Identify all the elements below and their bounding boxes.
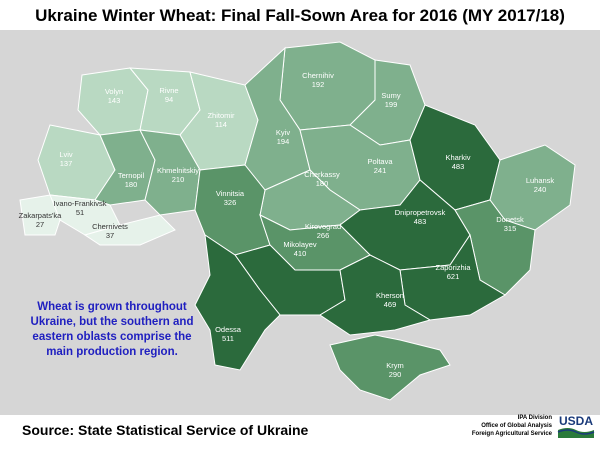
label-khmelnitskiy: Khmelnitskiy 210 [157,166,199,184]
label-dnipropetrovsk: Dnipropetrovsk 483 [395,208,446,226]
oblast-chernivets[interactable] [83,214,176,246]
label-mikolayev: Mikolayev 410 [283,240,317,258]
label-odessa: Odessa 511 [215,325,242,343]
oblast-labels: Volyn 143 Rivne 94 Zhitomir 114 Chernihiv 19… [19,71,555,379]
oblast-zakarpatska[interactable] [19,194,61,236]
credit-line-1: IPA Division [517,415,552,421]
label-zhitomir: Zhitomir 114 [207,111,235,129]
credit-line-3: Foreign Agricultural Service [471,431,552,437]
label-zakarpatska: Zakarpats'ka 27 [19,211,63,229]
oblast-kherson[interactable] [319,254,432,336]
label-cherkassy: Cherkassy 180 [304,170,340,188]
label-krym: Krym 290 [386,361,404,379]
map-note: Wheat is grown throughout Ukraine, but t… [30,301,194,358]
map-title: Ukraine Winter Wheat: Final Fall-Sown Ar… [35,6,565,25]
credit-line-2: Office of Global Analysis [481,423,552,429]
label-kirovograd: Kirovograd 266 [305,222,341,240]
label-ternopil: Ternopil 180 [118,171,145,189]
oblast-khmelnitskiy[interactable] [139,129,201,216]
label-zaporizhia: Zaporizhia 621 [435,263,471,281]
label-rivne: Rivne 94 [159,86,178,104]
label-ivano-frankivsk: Ivano-Frankivsk 51 [54,199,107,217]
label-luhansk: Luhansk 240 [526,176,555,194]
label-kharkiv: Kharkiv 483 [445,153,470,171]
label-kyiv: Kyiv 194 [276,128,290,146]
label-kherson: Kherson 469 [376,291,404,309]
oblast-odessa[interactable] [194,233,281,371]
usda-logo: USDA [557,414,595,438]
label-sumy: Sumy 199 [381,91,400,109]
label-donetsk: Donetsk 315 [496,215,524,233]
label-chernivets: Chernivets 37 [92,222,128,240]
credit-block: IPA Division Office of Global Analysis F… [440,414,552,438]
label-vinnitsia: Vinnitsia 326 [216,189,245,207]
label-poltava: Poltava 241 [367,157,393,175]
label-chernihiv: Chernihiv 192 [302,71,334,89]
usda-logo-line-icon [557,429,595,435]
usda-logo-text: USDA [559,414,593,428]
label-volyn: Volyn 143 [105,87,123,105]
oblast-krym[interactable] [329,334,451,401]
label-lviv: Lviv 137 [59,150,73,168]
source-text: Source: State Statistical Service of Ukr… [22,422,309,438]
map-svg: Volyn 143 Rivne 94 Zhitomir 114 Chernihiv 19… [19,41,576,415]
oblast-shapes [19,41,576,401]
ukraine-map: Volyn 143 Rivne 94 Zhitomir 114 Chernihiv 19… [0,30,600,415]
